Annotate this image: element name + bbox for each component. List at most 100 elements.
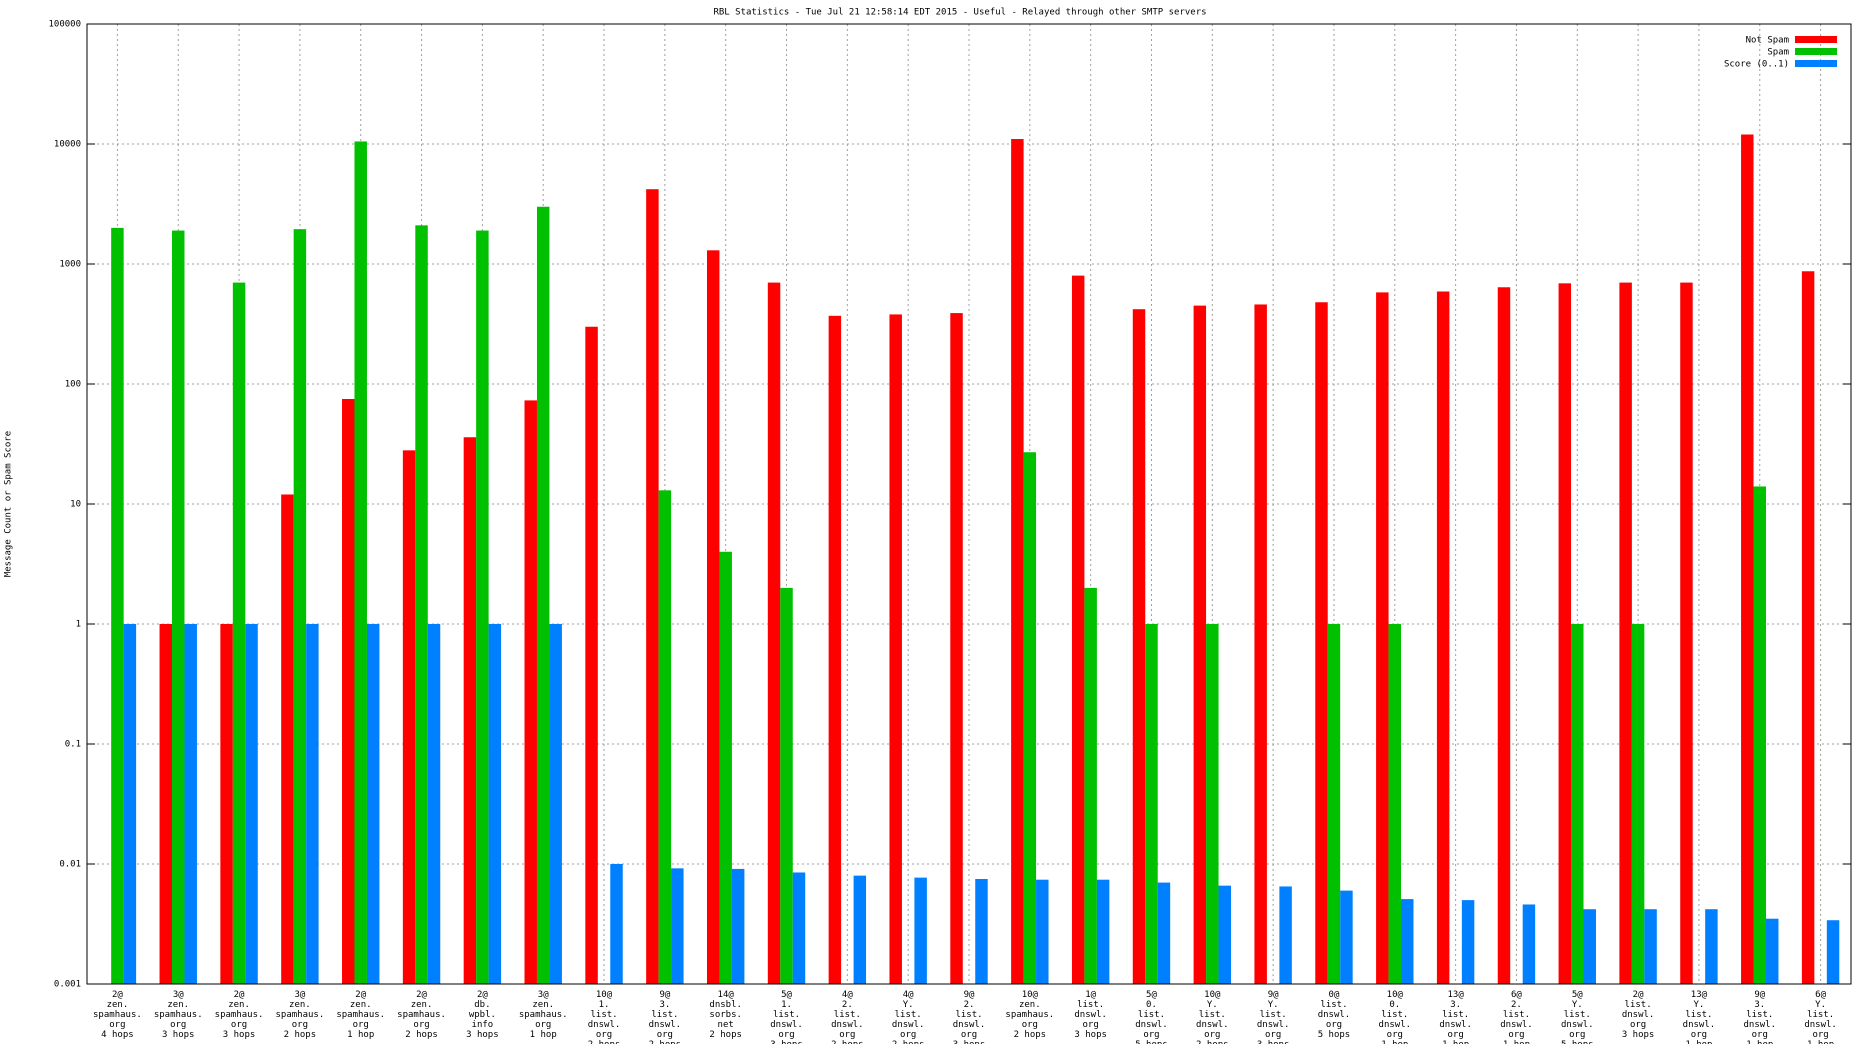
x-tick-label-line: list. — [1199, 1010, 1226, 1020]
x-tick-label-line: spamhaus. — [397, 1010, 446, 1020]
bar — [1388, 624, 1402, 984]
x-tick-label-line: dnswl. — [1683, 1020, 1716, 1030]
x-tick-label-line: dnsbl. — [709, 1000, 742, 1010]
x-tick-label-line: 9@ — [1754, 990, 1765, 1000]
bar — [245, 624, 258, 984]
x-tick-label-line: org — [109, 1020, 125, 1030]
x-tick-label: 2@ zen. spamhaus. org 4 hops — [93, 990, 142, 1040]
bar — [536, 206, 550, 984]
x-tick-label-line: zen. — [289, 1000, 311, 1010]
x-tick-label-line: 13@ — [1691, 990, 1708, 1000]
bar — [1096, 879, 1110, 984]
x-tick-label-line: 3. — [1754, 1000, 1765, 1010]
legend-swatch — [1795, 48, 1837, 55]
x-tick-label-line: zen. — [350, 1000, 372, 1010]
x-tick-label-line: list. — [1625, 1000, 1652, 1010]
bar — [1461, 900, 1475, 984]
bar — [1132, 309, 1146, 984]
x-tick-label-line: 1 hop — [1381, 1040, 1408, 1044]
bar — [281, 494, 294, 984]
x-tick-label-line: 2 hops — [649, 1040, 682, 1044]
bar — [1401, 899, 1414, 984]
x-tick-label-line: org — [1265, 1030, 1281, 1040]
x-tick-label-line: org — [1812, 1030, 1828, 1040]
x-tick-label-line: 10@ — [1204, 990, 1221, 1000]
x-tick-label-line: org — [961, 1030, 977, 1040]
x-tick-label-line: list. — [1746, 1010, 1773, 1020]
bar — [1801, 271, 1815, 984]
x-tick-label-line: org — [231, 1020, 247, 1030]
x-tick-label-line: org — [1083, 1020, 1099, 1030]
x-tick-label-line: 5 hops — [1135, 1040, 1168, 1044]
bar — [671, 868, 684, 984]
x-tick-label-line: 5 hops — [1318, 1030, 1351, 1040]
x-tick-label-line: 1 hop — [1503, 1040, 1530, 1044]
x-tick-label-line: org — [1691, 1030, 1707, 1040]
bar — [1071, 275, 1085, 984]
bar — [1376, 292, 1389, 984]
x-tick-label-line: dnswl. — [1804, 1020, 1837, 1030]
x-tick-label-line: 2@ — [355, 990, 366, 1000]
x-tick-label: 3@ zen. spamhaus. org 3 hops — [154, 990, 203, 1040]
bar — [463, 437, 477, 984]
x-tick-label: 10@ zen. spamhaus. org 2 hops — [1005, 990, 1054, 1040]
bar — [914, 877, 927, 984]
x-tick-label-line: org — [1752, 1030, 1768, 1040]
x-tick-label-line: list. — [1320, 1000, 1347, 1010]
x-tick-label-line: 3 hops — [162, 1030, 195, 1040]
x-tick-label-line: list. — [834, 1010, 861, 1020]
x-tick-label-line: Y. — [1268, 1000, 1279, 1010]
x-tick-label-line: org — [353, 1020, 369, 1030]
x-tick-label-line: dnswl. — [892, 1020, 925, 1030]
bar — [111, 227, 124, 984]
x-tick-label-line: 3 hops — [223, 1030, 256, 1040]
bar — [549, 624, 562, 984]
x-tick-label-line: org — [1508, 1030, 1524, 1040]
x-tick-label-line: 4@ — [842, 990, 853, 1000]
x-tick-label-line: dnswl. — [649, 1020, 682, 1030]
bar — [1157, 882, 1171, 984]
x-tick-label-line: spamhaus. — [215, 1010, 264, 1020]
bar — [172, 230, 185, 984]
x-tick-label-line: spamhaus. — [276, 1010, 325, 1020]
x-tick-label-line: dnswl. — [1561, 1020, 1594, 1030]
y-tick-label: 1 — [76, 620, 81, 630]
bar — [184, 624, 197, 984]
x-tick-label-line: 13@ — [1447, 990, 1464, 1000]
bar — [476, 230, 489, 984]
bar — [780, 587, 793, 984]
x-tick-label-line: db. — [474, 1000, 490, 1010]
bar — [1084, 587, 1097, 984]
x-tick-label-line: 3. — [1450, 1000, 1461, 1010]
x-tick-label-line: 2 hops — [1014, 1030, 1047, 1040]
x-tick-label: 1@ list. dnswl. org 3 hops — [1074, 990, 1107, 1040]
x-tick-label-line: spamhaus. — [519, 1010, 568, 1020]
bar — [1036, 879, 1049, 984]
bar — [731, 868, 745, 984]
x-tick-label-line: dnswl. — [831, 1020, 864, 1030]
x-tick-label-line: list. — [895, 1010, 922, 1020]
bar — [232, 282, 246, 984]
bar — [1436, 291, 1450, 984]
x-tick-label-line: 2 hops — [1196, 1040, 1229, 1044]
x-tick-label: 3@ zen. spamhaus. org 2 hops — [276, 990, 325, 1040]
x-tick-label-line: 2 hops — [892, 1040, 925, 1044]
x-tick-label-line: 2 hops — [831, 1040, 864, 1044]
y-tick-label: 10 — [70, 500, 81, 510]
x-tick-label-line: dnswl. — [1500, 1020, 1533, 1030]
plot-border — [86, 23, 1852, 985]
bar — [366, 624, 380, 984]
x-tick-label-line: 4 hops — [101, 1030, 134, 1040]
x-tick-label-line: Y. — [1694, 1000, 1705, 1010]
bar — [402, 450, 416, 984]
x-tick-label-line: 2. — [1511, 1000, 1522, 1010]
x-tick-label-line: 3 hops — [953, 1040, 986, 1044]
x-tick-label-line: dnswl. — [1074, 1010, 1107, 1020]
x-tick-label-line: Y. — [1207, 1000, 1218, 1010]
